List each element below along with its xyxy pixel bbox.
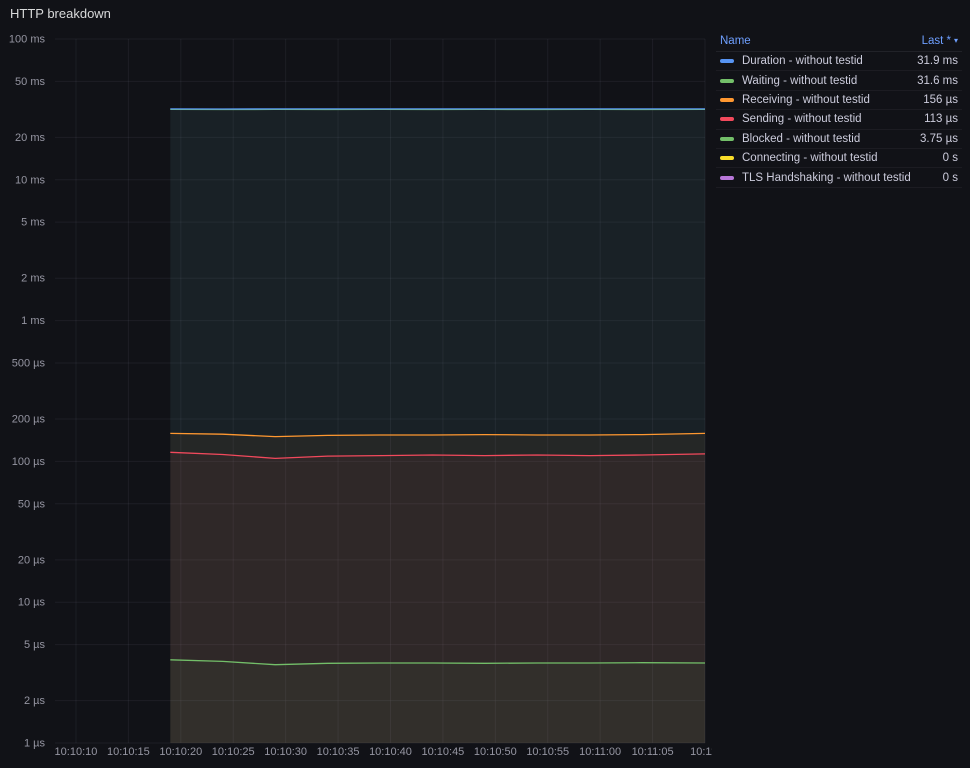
x-axis-tick-label: 10:10:20 [159, 746, 202, 758]
legend-row[interactable]: TLS Handshaking - without testid 0 s [716, 168, 962, 188]
x-axis-tick-label: 10:10:25 [212, 746, 255, 758]
y-axis-tick-label: 1 µs [24, 738, 46, 750]
x-axis-tick-label: 10:11:05 [632, 746, 674, 758]
x-axis-tick-label: 10:10:30 [264, 746, 307, 758]
series-area [170, 109, 706, 743]
series-area [170, 433, 706, 743]
y-axis-tick-label: 50 µs [18, 498, 46, 510]
sort-desc-icon: ▾ [953, 36, 958, 45]
series-name[interactable]: Blocked - without testid [742, 132, 861, 145]
x-axis-tick-label: 10:10:35 [317, 746, 360, 758]
x-axis-tick-label: 10:11: [690, 746, 712, 758]
x-axis-tick-label: 10:10:55 [526, 746, 569, 758]
legend-row[interactable]: Sending - without testid 113 µs [716, 110, 962, 130]
series-name[interactable]: Receiving - without testid [742, 93, 870, 106]
x-axis-tick-label: 10:11:00 [579, 746, 621, 758]
legend-row[interactable]: Waiting - without testid 31.6 ms [716, 71, 962, 91]
legend-header-last-label: Last * [921, 35, 951, 47]
y-axis-tick-label: 200 µs [12, 414, 46, 426]
series-area [170, 659, 706, 743]
y-axis-tick-label: 500 µs [12, 357, 46, 369]
legend-row[interactable]: Duration - without testid 31.9 ms [716, 52, 962, 72]
legend-row[interactable]: Receiving - without testid 156 µs [716, 91, 962, 111]
series-color-icon [720, 97, 734, 102]
series-name[interactable]: Connecting - without testid [742, 152, 878, 165]
y-axis-tick-label: 1 ms [21, 315, 45, 327]
y-axis-tick-label: 2 µs [24, 695, 46, 707]
y-axis-tick-label: 20 ms [15, 132, 45, 144]
series-name[interactable]: Duration - without testid [742, 55, 863, 68]
y-axis-tick-label: 10 µs [18, 597, 46, 609]
series-color-icon [720, 78, 734, 83]
y-axis-tick-label: 20 µs [18, 554, 46, 566]
series-line [170, 659, 706, 666]
x-axis-tick-label: 10:10:10 [55, 746, 98, 758]
series-last-value: 113 µs [924, 113, 958, 126]
legend-rows: Duration - without testid 31.9 ms Waiting … [716, 52, 962, 188]
y-axis-tick-label: 10 ms [15, 174, 45, 186]
y-axis-tick-label: 100 ms [9, 34, 46, 46]
series-last-value: 0 s [942, 152, 958, 165]
y-axis-tick-label: 100 µs [12, 456, 46, 468]
series-last-value: 3.75 µs [920, 132, 958, 145]
series-area [170, 452, 706, 743]
x-axis-tick-label: 10:10:15 [107, 746, 150, 758]
x-axis-tick-label: 10:10:50 [474, 746, 517, 758]
series-last-value: 31.6 ms [917, 74, 958, 87]
series-color-icon [720, 156, 734, 161]
series-line [170, 451, 706, 460]
series-color-icon [720, 59, 734, 64]
series-last-value: 156 µs [923, 93, 958, 106]
y-axis-tick-label: 5 µs [24, 639, 46, 651]
series-last-value: 31.9 ms [917, 55, 958, 68]
series-area [170, 108, 706, 743]
panel-title[interactable]: HTTP breakdown [10, 6, 111, 21]
series-name[interactable]: Sending - without testid [742, 113, 862, 126]
y-axis-tick-label: 5 ms [21, 217, 45, 229]
y-axis-tick-label: 50 ms [15, 76, 45, 88]
x-axis-tick-label: 10:10:40 [369, 746, 412, 758]
timeseries-chart[interactable]: 100 ms 50 ms 20 ms 10 ms 5 ms 2 ms 1 ms 500 µs 2… [0, 0, 712, 768]
series-line [170, 432, 706, 438]
series-color-icon [720, 136, 734, 141]
legend-header-name[interactable]: Name [720, 35, 751, 47]
series-name[interactable]: TLS Handshaking - without testid [742, 171, 911, 184]
y-axis-tick-label: 2 ms [21, 273, 45, 285]
legend-row[interactable]: Blocked - without testid 3.75 µs [716, 130, 962, 149]
series-color-icon [720, 117, 734, 122]
legend-header-last[interactable]: Last * ▾ [922, 35, 958, 47]
series-color-icon [720, 175, 734, 180]
series-name[interactable]: Waiting - without testid [742, 74, 858, 87]
series-last-value: 0 s [942, 171, 958, 184]
legend-header: Name Last * ▾ [716, 33, 962, 52]
legend-row[interactable]: Connecting - without testid 0 s [716, 149, 962, 169]
legend-table: Name Last * ▾ Duration - without testid 3… [716, 33, 962, 188]
x-axis-tick-label: 10:10:45 [421, 746, 464, 758]
